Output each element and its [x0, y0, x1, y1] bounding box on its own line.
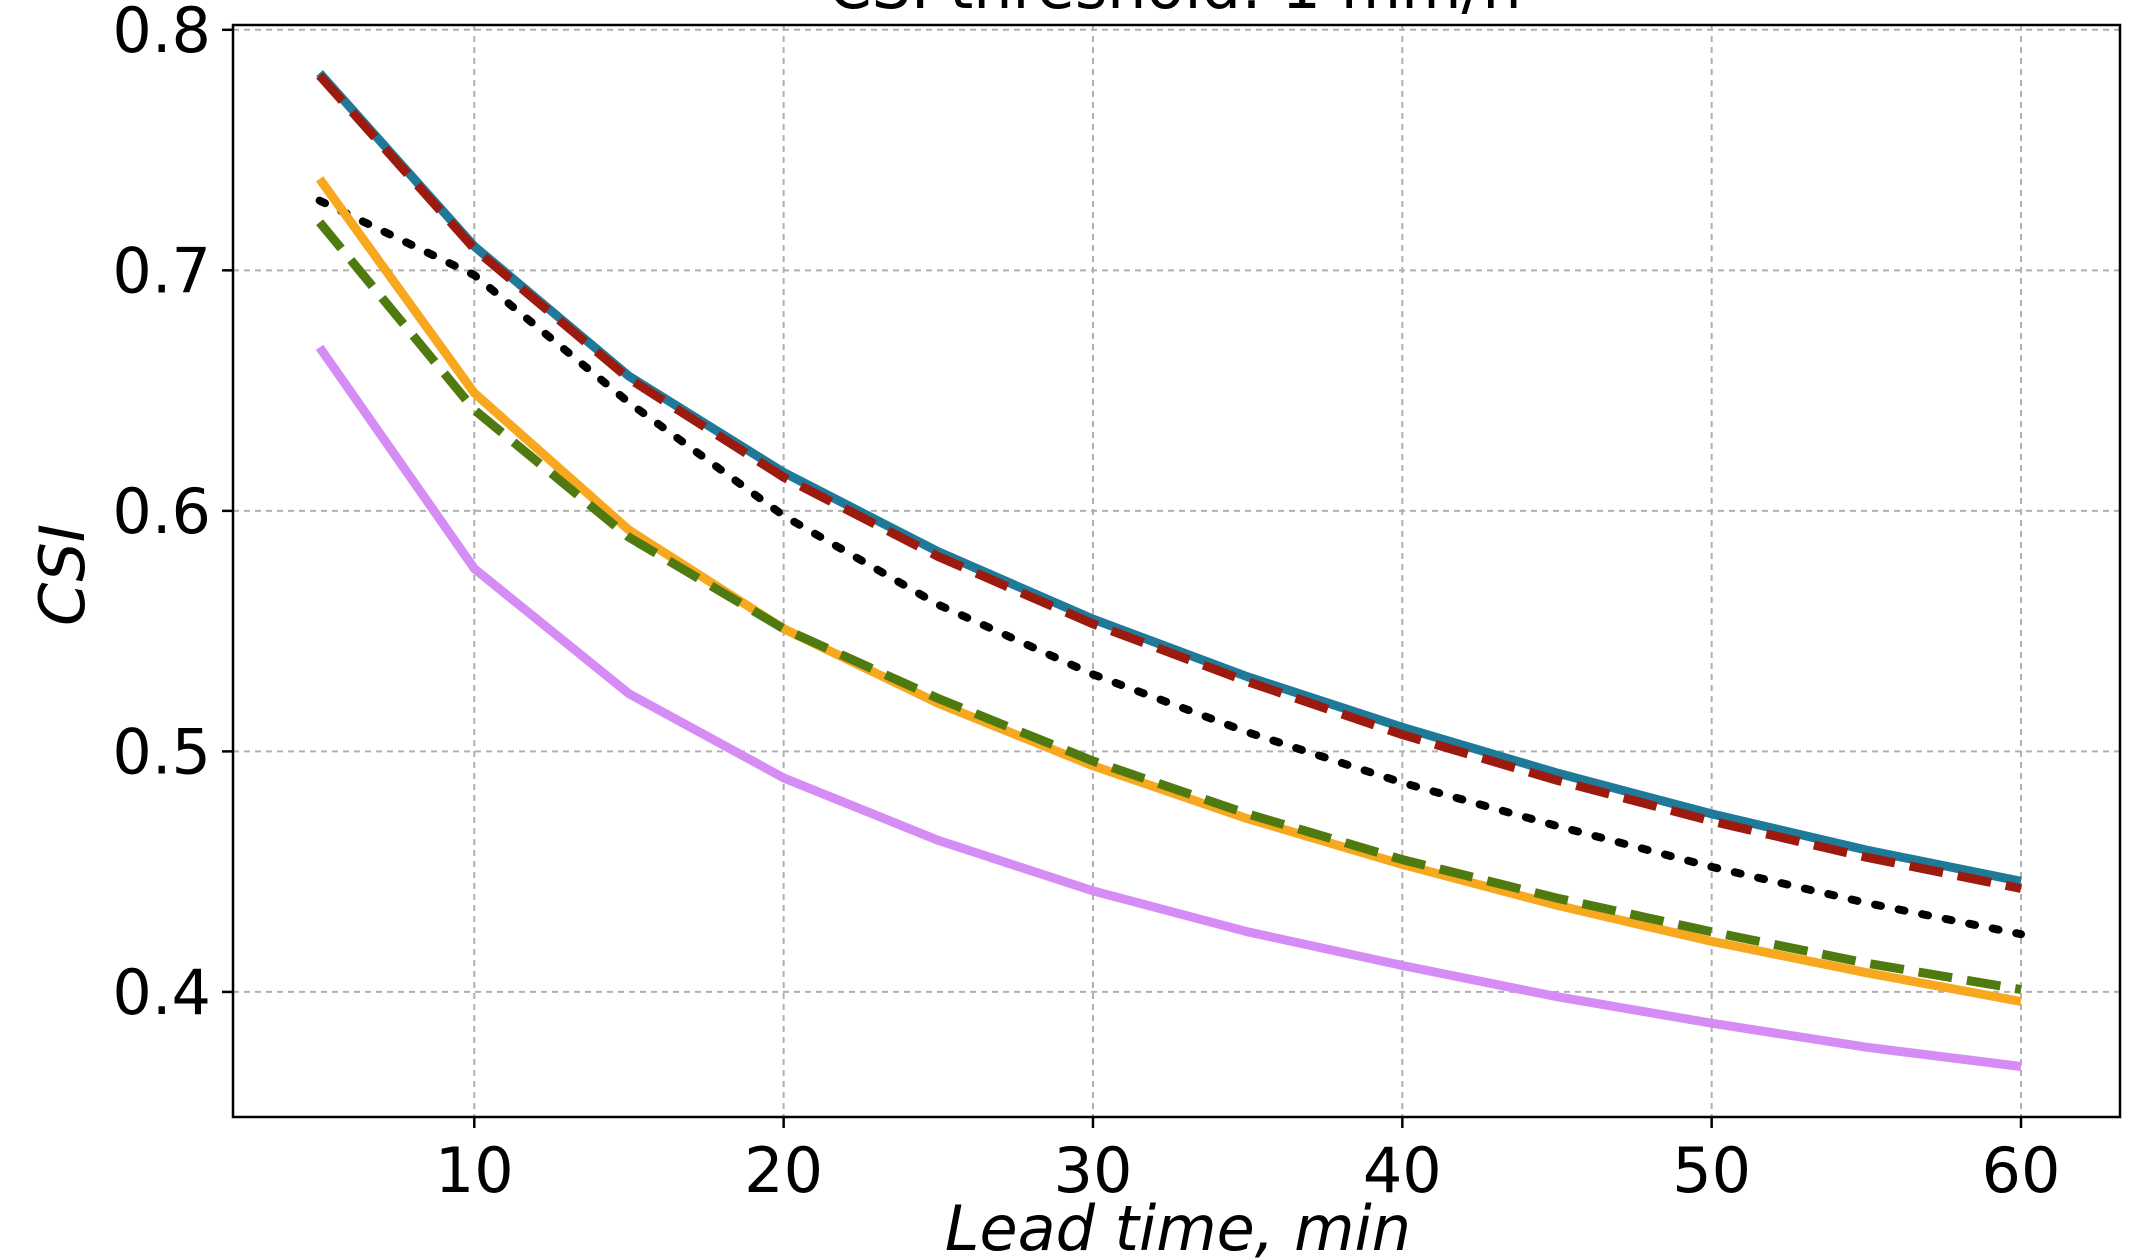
x-tick-label: 40 [1363, 1134, 1442, 1207]
chart-title: CSI threshold: 1 mm/h [828, 0, 1521, 23]
x-axis-label: Lead time, min [945, 1192, 1411, 1258]
y-axis-label: CSI [26, 524, 99, 626]
x-tick-label: 20 [744, 1134, 823, 1207]
series-line-4 [315, 176, 2022, 1006]
axis-ticks: 10 20 30 40 50 60 0.4 0.5 0.6 0.7 0.8 [112, 0, 2060, 1207]
x-tick-label: 30 [1054, 1134, 1133, 1207]
x-tick-label: 50 [1672, 1134, 1751, 1207]
x-tick-label: 60 [1982, 1134, 2061, 1207]
plot-frame [231, 23, 2122, 1119]
grid-lines [233, 25, 2120, 1117]
y-tick-label: 0.8 [112, 0, 211, 67]
series-line-6 [315, 344, 2022, 1071]
data-series [315, 70, 2025, 1071]
x-tick-label: 10 [435, 1134, 514, 1207]
y-tick-label: 0.4 [112, 956, 211, 1029]
y-tick-label: 0.7 [112, 234, 211, 307]
y-tick-label: 0.6 [112, 475, 211, 548]
y-tick-label: 0.5 [112, 715, 211, 788]
series-line-2 [316, 72, 2022, 893]
series-line-5 [316, 219, 2022, 994]
series-line-3 [315, 196, 2025, 939]
